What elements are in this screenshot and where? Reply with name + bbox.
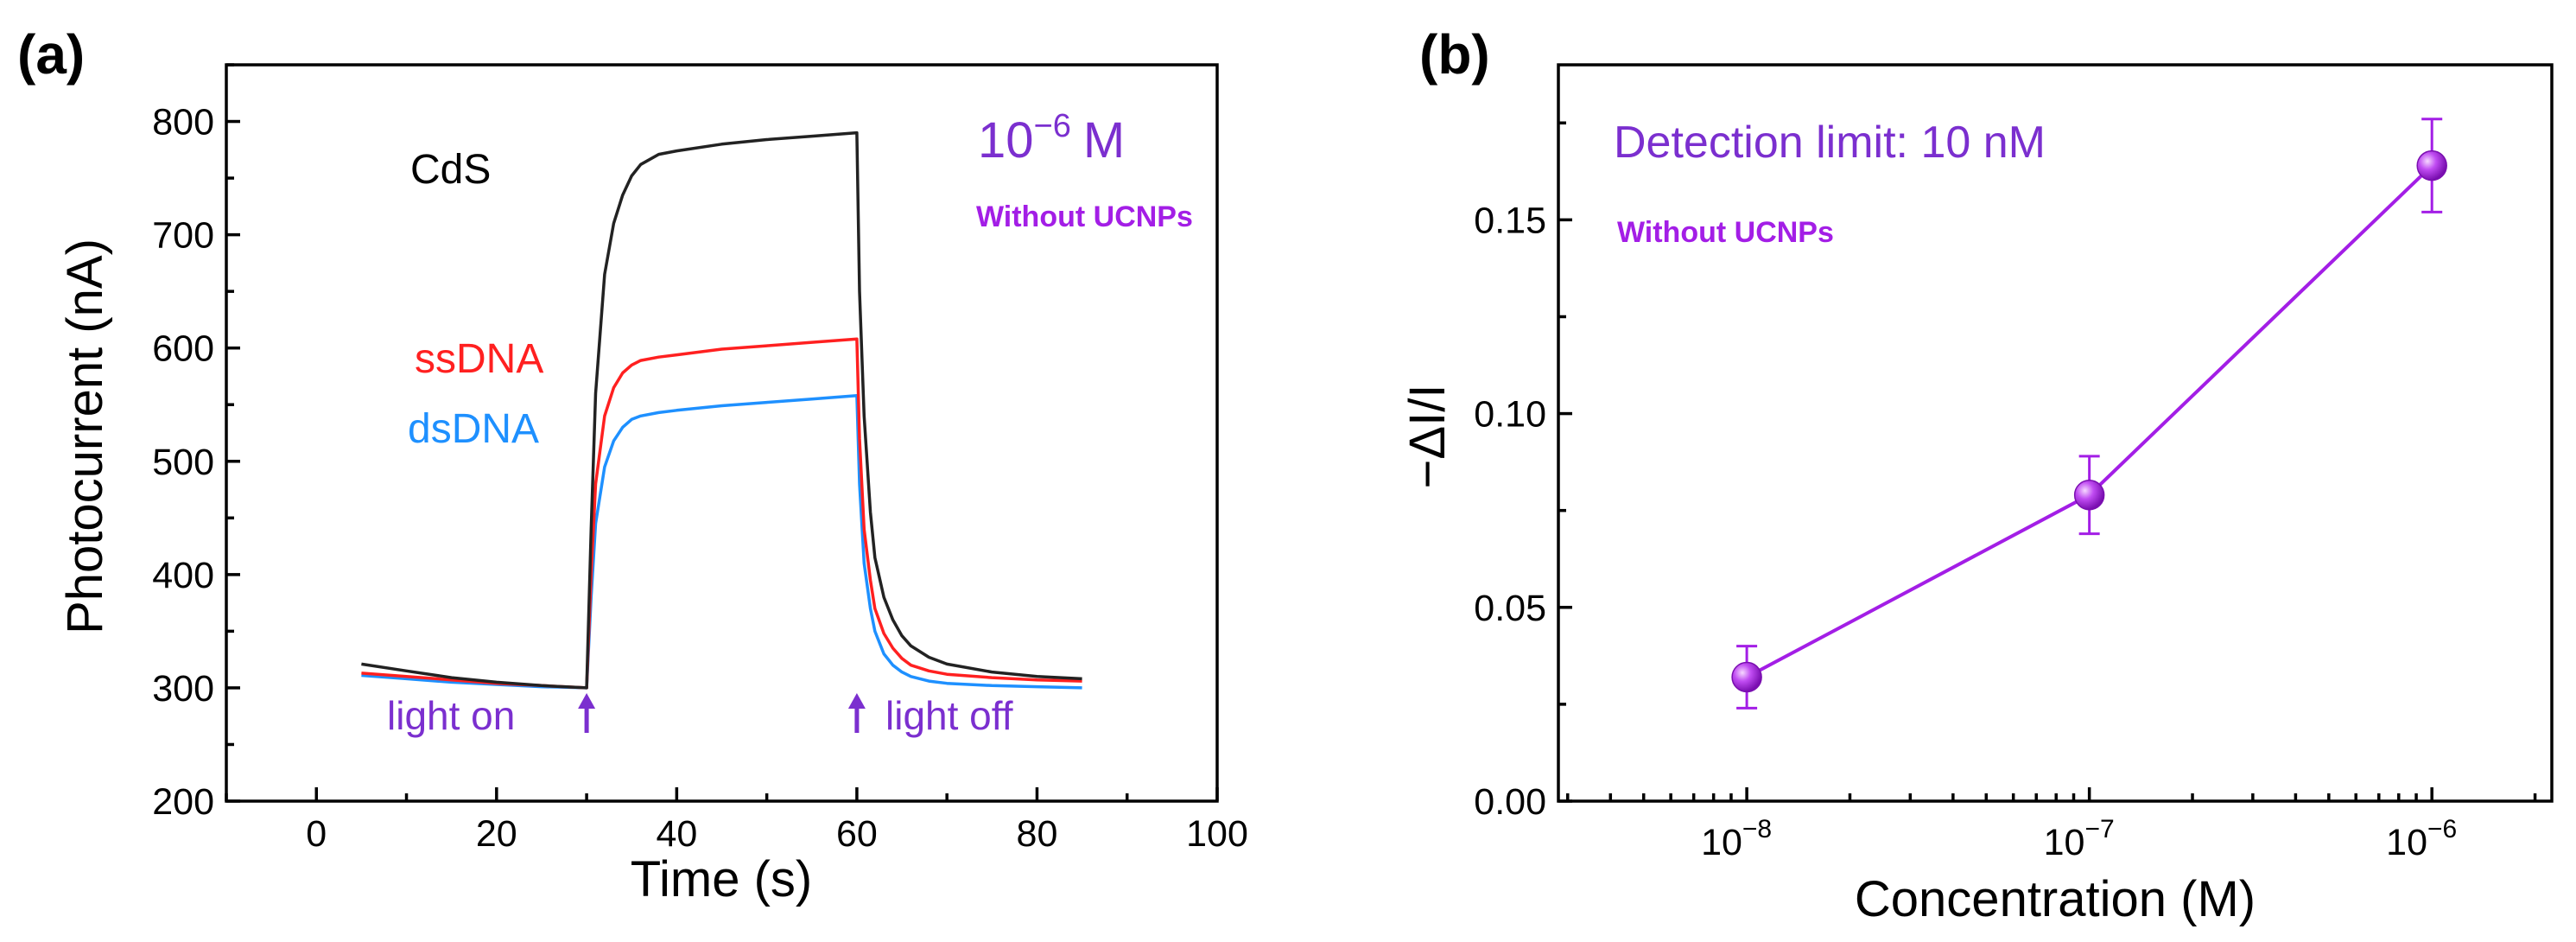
series-ssdna-line <box>361 337 1082 690</box>
ssdna-label: ssDNA <box>415 336 543 382</box>
panel-b: (b) 10−8 10−7 10−6 0.000.050.100.15 Concen… <box>1399 23 2554 927</box>
panel-b-x-tick-exponent: −6 <box>2427 815 2457 843</box>
light-off-arrow-head <box>847 693 866 709</box>
panel-b-without-ucnps-label: Without UCNPs <box>1617 216 1834 249</box>
panel-a-y-tick-label: 700 <box>152 215 214 257</box>
panel-b-data-point <box>2073 479 2105 511</box>
panel-b-series-line <box>1746 164 2433 679</box>
panel-b-y-tick-label: 0.15 <box>1474 200 1546 241</box>
light-on-arrow-head <box>578 693 596 709</box>
panel-a-label: (a) <box>17 23 85 86</box>
light-on-label: light on <box>387 693 515 738</box>
panel-a-x-tick-label: 40 <box>656 813 697 855</box>
panel-b-x-tick-base: 10 <box>2044 822 2085 863</box>
light-off-label: light off <box>885 693 1013 738</box>
panel-a-x-tick-label: 80 <box>1017 813 1058 855</box>
concentration-label: 10−6 M <box>978 108 1125 169</box>
panel-b-x-tick-base: 10 <box>1701 822 1742 863</box>
panel-b-y-axis-title: −ΔI/I <box>1399 385 1456 489</box>
panel-b-data-point <box>1731 661 1762 693</box>
panel-b-y-tick-label: 0.05 <box>1474 588 1546 629</box>
panel-a-x-tick-label: 100 <box>1186 813 1248 855</box>
panel-a-without-ucnps-label: Without UCNPs <box>976 200 1193 233</box>
panel-a-y-axis-title: Photocurrent (nA) <box>57 239 113 634</box>
panel-b-plot-area <box>1731 118 2447 710</box>
panel-a-y-tick-label: 300 <box>152 668 214 710</box>
panel-b-frame <box>1557 63 2554 803</box>
series-cds-line <box>361 130 1082 690</box>
panel-b-x-tick-exponent: −8 <box>1742 815 1772 843</box>
panel-b-x-tick-exponent: −7 <box>2084 815 2114 843</box>
panel-a-x-tick-label: 20 <box>476 813 517 855</box>
panel-b-label: (b) <box>1419 23 1490 86</box>
concentration-base: 10 <box>978 112 1034 169</box>
panel-b-x-tick-base: 10 <box>2386 822 2427 863</box>
panel-a-frame <box>225 63 1219 803</box>
light-arrows <box>578 693 866 733</box>
detection-limit-label: Detection limit: 10 nM <box>1614 118 2046 168</box>
panel-b-data-point <box>2416 150 2447 181</box>
panel-b-x-tick-label: 10−6 <box>2386 815 2457 863</box>
panel-a-x-tick-label: 60 <box>836 813 878 855</box>
panel-b-x-tick-label: 10−8 <box>1701 815 1772 863</box>
panel-a: (a) 0 20 40 60 80 100 200 300 400 500 600 700 800 T… <box>17 23 1248 907</box>
panel-a-plot-area <box>361 130 1082 690</box>
panel-a-y-ticks: 200 300 400 500 600 700 800 <box>152 63 240 823</box>
panel-b-x-ticks: 10−8 10−7 10−6 <box>1566 787 2537 863</box>
panel-a-y-tick-label: 500 <box>152 442 214 483</box>
concentration-unit: M <box>1083 112 1125 169</box>
panel-b-x-axis-title: Concentration (M) <box>1855 871 2256 927</box>
panel-b-x-tick-label: 10−7 <box>2044 815 2115 863</box>
panel-a-y-tick-label: 800 <box>152 102 214 143</box>
panel-a-y-tick-label: 200 <box>152 781 214 823</box>
panel-a-x-ticks: 0 20 40 60 80 100 <box>225 787 1248 855</box>
dsdna-label: dsDNA <box>408 406 539 452</box>
concentration-exponent: −6 <box>1034 108 1071 144</box>
panel-b-y-ticks: 0.00 0.05 0.10 0.15 <box>1474 121 1572 823</box>
panel-a-x-axis-title: Time (s) <box>631 851 812 907</box>
panel-a-y-tick-label: 400 <box>152 555 214 596</box>
panel-a-y-tick-label: 600 <box>152 328 214 370</box>
cds-label: CdS <box>410 147 491 193</box>
panel-b-y-tick-label: 0.10 <box>1474 394 1546 436</box>
panel-b-y-tick-label: 0.00 <box>1474 781 1546 823</box>
panel-a-x-tick-label: 0 <box>306 813 327 855</box>
